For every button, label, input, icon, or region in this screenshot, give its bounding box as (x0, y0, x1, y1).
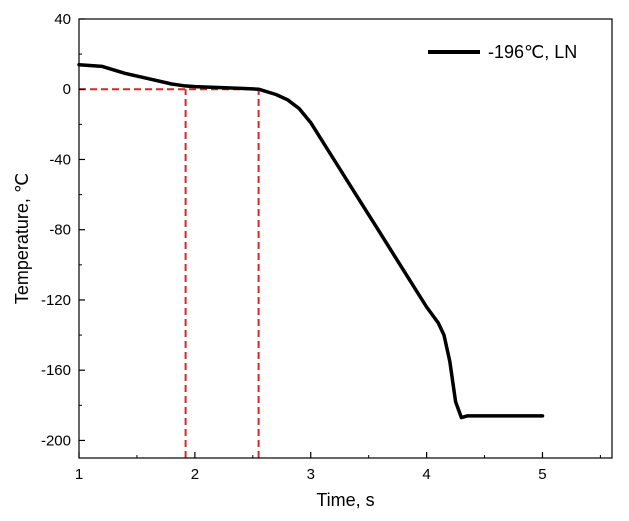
y-tick-label: -200 (41, 432, 71, 449)
plot-frame (78, 18, 613, 459)
x-tick-label: 4 (422, 466, 430, 483)
y-axis-title: Temperature, ℃ (12, 173, 32, 304)
legend: -196℃, LN (428, 42, 577, 62)
annotations-layer (79, 88, 260, 458)
series-layer (77, 62, 545, 420)
x-axis-title: Time, s (316, 490, 374, 510)
ticks-layer: 1 2 3 4 5 40 0 -40 -80 -120 -160 -200 (41, 11, 601, 483)
series-line-1 (77, 62, 545, 420)
x-tick-label: 5 (538, 466, 546, 483)
y-tick-label: 0 (63, 81, 71, 98)
y-tick-label: -40 (49, 151, 71, 168)
y-tick-label: -80 (49, 222, 71, 239)
y-tick-label: -160 (41, 362, 71, 379)
x-tick-label: 1 (75, 466, 83, 483)
legend-label-series-1: -196℃, LN (488, 42, 577, 62)
y-tick-label: 40 (54, 11, 71, 28)
x-tick-label: 3 (307, 466, 315, 483)
y-tick-label: -120 (41, 292, 71, 309)
x-tick-label: 2 (191, 466, 199, 483)
